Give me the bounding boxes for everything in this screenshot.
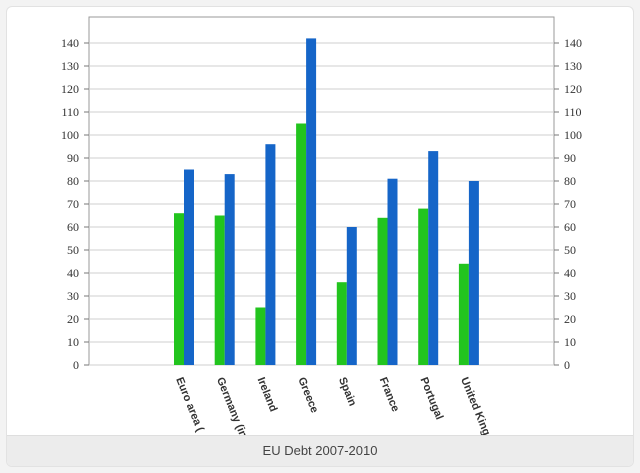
y-axis-left: 0 10 20 30 40 50 60 70 80 90 100 110 120 130 140 <box>61 36 89 372</box>
x-category-label: Germany (in <box>214 376 249 437</box>
y-tick-label-right: 90 <box>564 151 576 165</box>
bar <box>418 208 429 365</box>
y-tick-label: 90 <box>67 151 79 165</box>
y-tick-label: 40 <box>67 266 79 280</box>
y-tick-label: 60 <box>67 220 79 234</box>
y-tick-label-right: 80 <box>564 174 576 188</box>
caption-bar: EU Debt 2007-2010 <box>7 435 633 466</box>
y-tick-label: 140 <box>61 36 79 50</box>
bar-chart: 0 10 20 30 40 50 60 70 80 90 100 110 120 130 140 0 10 20… <box>61 16 582 437</box>
bar <box>265 144 276 365</box>
chart-frame: 0 10 20 30 40 50 60 70 80 90 100 110 120 130 140 0 10 20… <box>6 6 634 467</box>
y-tick-label: 120 <box>61 82 79 96</box>
y-axis-right: 0 10 20 30 40 50 60 70 80 90 100 110 120 130 140 <box>554 36 582 372</box>
bar <box>336 282 347 365</box>
x-category-label: United King <box>458 376 492 437</box>
bar <box>428 151 439 365</box>
gridlines <box>89 42 554 366</box>
y-tick-label: 80 <box>67 174 79 188</box>
x-category-label: Portugal <box>417 376 445 422</box>
y-tick-label-right: 130 <box>564 59 582 73</box>
bar <box>306 38 317 366</box>
y-tick-label-right: 100 <box>564 128 582 142</box>
y-tick-label: 110 <box>61 105 79 119</box>
y-tick-label-right: 110 <box>564 105 582 119</box>
bar <box>255 307 266 365</box>
y-tick-label: 20 <box>67 312 79 326</box>
y-tick-label-right: 60 <box>564 220 576 234</box>
bar <box>214 215 225 365</box>
x-category-label: Spain <box>336 376 358 409</box>
x-category-label: France <box>377 376 402 414</box>
bar <box>377 217 388 365</box>
bar <box>346 227 357 365</box>
bar <box>468 181 479 365</box>
y-tick-label-right: 10 <box>564 335 576 349</box>
plot-area <box>88 16 555 366</box>
y-tick-label-right: 30 <box>564 289 576 303</box>
y-tick-label: 50 <box>67 243 79 257</box>
y-tick-label: 100 <box>61 128 79 142</box>
x-category-label: Euro area ( <box>173 376 206 434</box>
x-axis: Euro area (Germany (in Ireland Greece Spain… <box>173 376 492 437</box>
y-tick-label-right: 50 <box>564 243 576 257</box>
y-tick-label: 10 <box>67 335 79 349</box>
bar <box>174 213 184 365</box>
y-tick-label-right: 120 <box>564 82 582 96</box>
y-tick-label-right: 20 <box>564 312 576 326</box>
bars <box>174 38 479 366</box>
y-tick-label: 30 <box>67 289 79 303</box>
y-tick-label: 0 <box>73 358 79 372</box>
y-tick-label-right: 70 <box>564 197 576 211</box>
y-tick-label-right: 40 <box>564 266 576 280</box>
y-tick-label-right: 140 <box>564 36 582 50</box>
x-category-label: Ireland <box>255 376 280 414</box>
bar <box>458 263 469 365</box>
bar <box>224 174 235 365</box>
bar <box>387 178 398 365</box>
x-category-label: Greece <box>295 376 320 415</box>
bar <box>296 123 307 365</box>
bar <box>184 169 194 365</box>
y-tick-label: 130 <box>61 59 79 73</box>
y-tick-label: 70 <box>67 197 79 211</box>
y-tick-label-right: 0 <box>564 358 570 372</box>
chart-caption: EU Debt 2007-2010 <box>262 443 378 458</box>
